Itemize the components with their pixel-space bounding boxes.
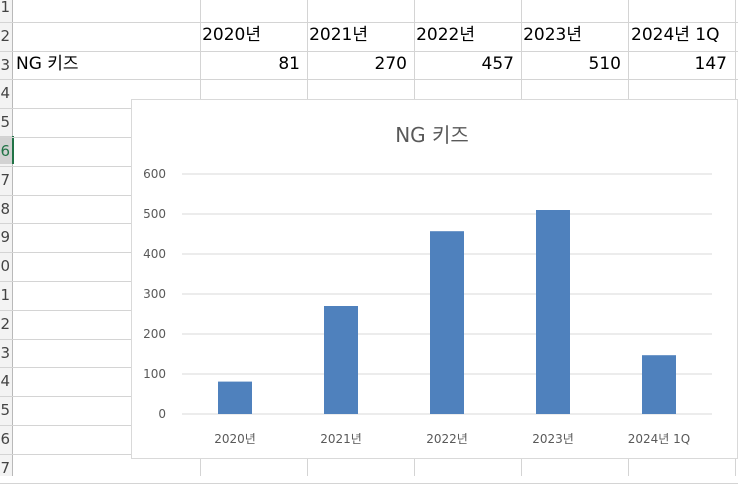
y-tick-label: 600 [143,167,166,181]
row-number[interactable]: 4 [0,372,10,390]
cell-value-2020[interactable]: 81 [278,54,300,74]
cell-value-2022[interactable]: 457 [481,54,514,74]
x-tick-label: 2020년 [214,432,256,446]
row-number[interactable]: 7 [0,459,10,477]
y-tick-label: 500 [143,207,166,221]
row-number[interactable]: 5 [0,113,10,131]
x-tick-label: 2024년 1Q [628,432,690,446]
bar[interactable] [218,381,252,414]
cell-header-2024-1q[interactable]: 2024년 1Q [631,25,720,45]
cell-value-2023[interactable]: 510 [588,54,621,74]
y-tick-label: 200 [143,327,166,341]
row-number[interactable]: 1 [0,286,10,304]
x-tick-label: 2021년 [320,432,362,446]
row-number[interactable]: 6 [0,430,10,448]
cell-value-2024-1q[interactable]: 147 [694,54,727,74]
active-row-header [0,136,14,164]
row-number[interactable]: 9 [0,228,10,246]
chart-title[interactable]: NG 키즈 [395,123,469,147]
y-tick-label: 100 [143,367,166,381]
row-number[interactable]: 1 [0,0,10,16]
y-tick-label: 300 [143,287,166,301]
y-tick-label: 400 [143,247,166,261]
cell-row-label[interactable]: NG 키즈 [16,54,79,74]
row-number[interactable]: 0 [0,257,10,275]
row-number[interactable]: 6 [0,142,10,160]
x-tick-label: 2023년 [532,432,574,446]
bar[interactable] [324,306,358,414]
cell-header-2023[interactable]: 2023년 [523,25,582,45]
row-divider [0,79,738,80]
row-number[interactable]: 4 [0,84,10,102]
bar[interactable] [430,231,464,414]
row-number[interactable]: 2 [0,27,10,45]
chart-canvas: NG 키즈 0 100 200 300 400 500 600 2020년 2021년 2022년… [143,123,712,446]
bar[interactable] [536,210,570,414]
bar-chart[interactable]: NG 키즈 0 100 200 300 400 500 600 2020년 2021년 2022년… [131,99,738,459]
y-tick-label: 0 [158,407,166,421]
row-number[interactable]: 7 [0,171,10,189]
cell-header-2020[interactable]: 2020년 [202,25,261,45]
row-number[interactable]: 8 [0,200,10,218]
row-number[interactable]: 2 [0,315,10,333]
row-divider [0,51,738,52]
x-tick-label: 2022년 [426,432,468,446]
row-number[interactable]: 5 [0,401,10,419]
row-number[interactable]: 3 [0,344,10,362]
row-number[interactable]: 3 [0,56,10,74]
row-header-strip [0,0,13,476]
cell-header-2021[interactable]: 2021년 [309,25,368,45]
cell-header-2022[interactable]: 2022년 [416,25,475,45]
bar[interactable] [642,355,676,414]
row-divider [0,22,738,23]
cell-value-2021[interactable]: 270 [374,54,407,74]
